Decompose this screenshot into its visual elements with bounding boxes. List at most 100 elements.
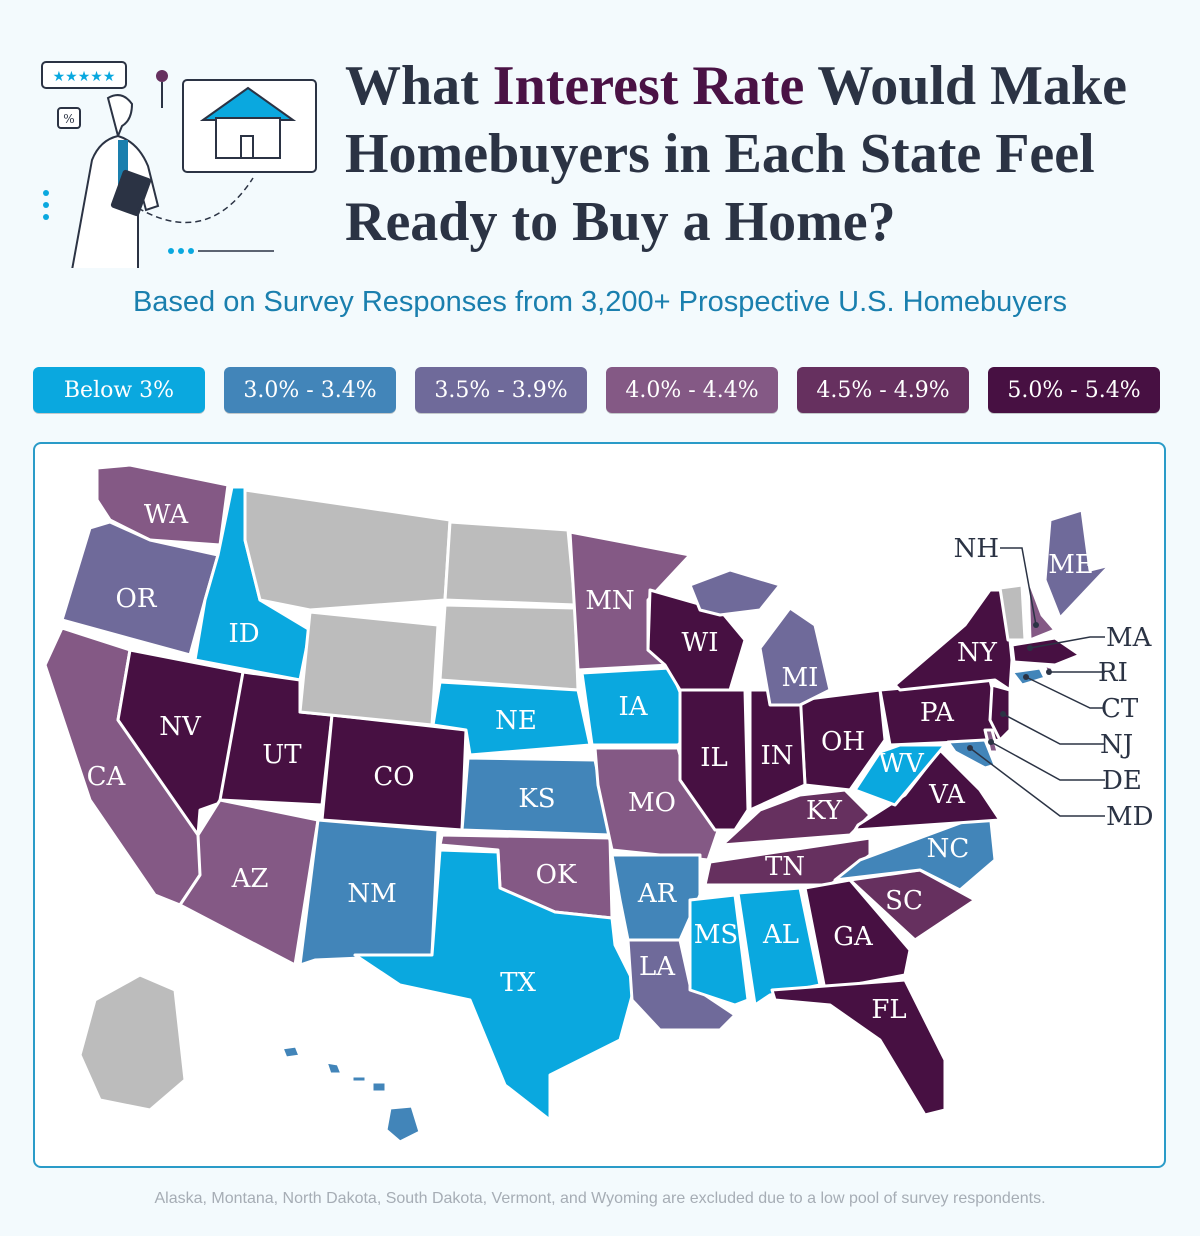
state-ma (1010, 636, 1082, 667)
state-hi (280, 1044, 302, 1060)
state-label-nh: NH (954, 534, 999, 564)
state-label-wv: WV (878, 749, 925, 779)
callout-dot (988, 739, 994, 745)
state-label-ut: UT (262, 740, 302, 770)
state-label-nv: NV (159, 712, 202, 742)
page-title: What Interest Rate Would Make Homebuyers… (345, 52, 1195, 256)
state-label-ga: GA (833, 922, 874, 952)
homebuyer-illustration: ★★★★★ % (41, 61, 317, 268)
state-hi (370, 1080, 388, 1094)
state-md (946, 738, 997, 770)
state-label-fl: FL (871, 995, 906, 1025)
legend: Below 3% 3.0% - 3.4% 3.5% - 3.9% 4.0% - … (33, 367, 1160, 413)
state-wy (298, 610, 440, 727)
state-label-nm: NM (347, 879, 396, 909)
state-hi (384, 1104, 422, 1144)
state-label-md: MD (1106, 802, 1153, 832)
state-label-ca: CA (87, 762, 127, 792)
callout-dot (1046, 669, 1052, 675)
state-nj (988, 683, 1012, 742)
callout-dot (1023, 674, 1029, 680)
state-label-ky: KY (806, 796, 843, 826)
state-nd (443, 520, 577, 607)
state-label-ia: IA (618, 692, 648, 722)
state-ms (688, 893, 750, 1007)
state-label-mi: MI (782, 663, 819, 693)
state-sd (438, 603, 580, 692)
legend-3-0-3-4: 3.0% - 3.4% (224, 367, 396, 413)
state-wa (95, 463, 230, 547)
callout-line-ma (1029, 636, 1105, 649)
state-label-in: IN (760, 741, 793, 771)
footnote: Alaska, Montana, North Dakota, South Dak… (154, 1190, 1046, 1207)
state-label-id: ID (228, 619, 259, 649)
state-label-nc: NC (927, 834, 970, 864)
title-text: Would Make Homebuyers in Each State Feel… (345, 55, 1127, 253)
callout-line-nj (1002, 713, 1105, 745)
legend-4-5-4-9: 4.5% - 4.9% (797, 367, 969, 413)
state-il (678, 688, 750, 832)
state-label-me: ME (1048, 550, 1094, 580)
state-mi (758, 606, 832, 707)
callout-line-de (990, 741, 1105, 781)
state-label-co: CO (373, 762, 414, 792)
state-ak (78, 973, 187, 1112)
state-label-wa: WA (144, 500, 189, 530)
state-fl (770, 978, 947, 1117)
legend-4-0-4-4: 4.0% - 4.4% (606, 367, 778, 413)
callout-dot (967, 745, 973, 751)
state-mt (243, 488, 452, 612)
state-mi (688, 568, 782, 617)
title-highlight: Interest Rate (492, 55, 805, 117)
state-label-nj: NJ (1100, 730, 1133, 760)
callout-line-ct (1025, 676, 1105, 709)
title-text: What (345, 55, 493, 117)
state-la (626, 938, 737, 1032)
state-label-mn: MN (585, 586, 634, 616)
state-ga (803, 878, 912, 992)
callout-dot (1033, 622, 1039, 628)
state-label-ri: RI (1098, 658, 1128, 688)
state-label-ma: MA (1106, 623, 1153, 653)
state-me (1043, 508, 1112, 620)
state-label-ct: CT (1101, 694, 1139, 724)
state-label-la: LA (639, 952, 676, 982)
state-label-il: IL (700, 743, 728, 773)
svg-text:★★★★★: ★★★★★ (53, 69, 116, 85)
state-hi (324, 1060, 344, 1076)
state-label-sc: SC (885, 886, 923, 916)
callout-dot (1027, 645, 1033, 651)
state-label-pa: PA (920, 698, 955, 728)
state-label-oh: OH (821, 727, 865, 757)
state-label-tx: TX (500, 968, 536, 998)
subtitle: Based on Survey Responses from 3,200+ Pr… (132, 286, 1068, 318)
svg-text:%: % (63, 112, 74, 126)
state-tx (353, 848, 637, 1122)
state-label-al: AL (762, 920, 799, 950)
state-label-ms: MS (694, 920, 738, 950)
state-label-ks: KS (518, 784, 555, 814)
state-hi (350, 1074, 368, 1084)
callout-line-md (969, 747, 1105, 817)
state-label-ok: OK (536, 860, 577, 890)
callout-line-nh (1000, 547, 1037, 626)
legend-3-5-3-9: 3.5% - 3.9% (415, 367, 587, 413)
legend-below-3: Below 3% (33, 367, 205, 413)
state-label-va: VA (928, 780, 966, 810)
state-label-or: OR (116, 584, 158, 614)
state-label-wi: WI (682, 628, 719, 658)
state-label-mo: MO (628, 788, 676, 818)
state-label-az: AZ (231, 864, 269, 894)
state-vt (998, 583, 1027, 642)
state-label-ny: NY (957, 638, 998, 668)
state-label-ne: NE (495, 706, 537, 736)
state-label-tn: TN (765, 852, 805, 882)
state-ny (893, 588, 1014, 692)
state-label-de: DE (1102, 766, 1142, 796)
callout-dot (1000, 711, 1006, 717)
state-label-ar: AR (637, 879, 678, 909)
legend-5-0-5-4: 5.0% - 5.4% (988, 367, 1160, 413)
state-ne (431, 680, 592, 757)
